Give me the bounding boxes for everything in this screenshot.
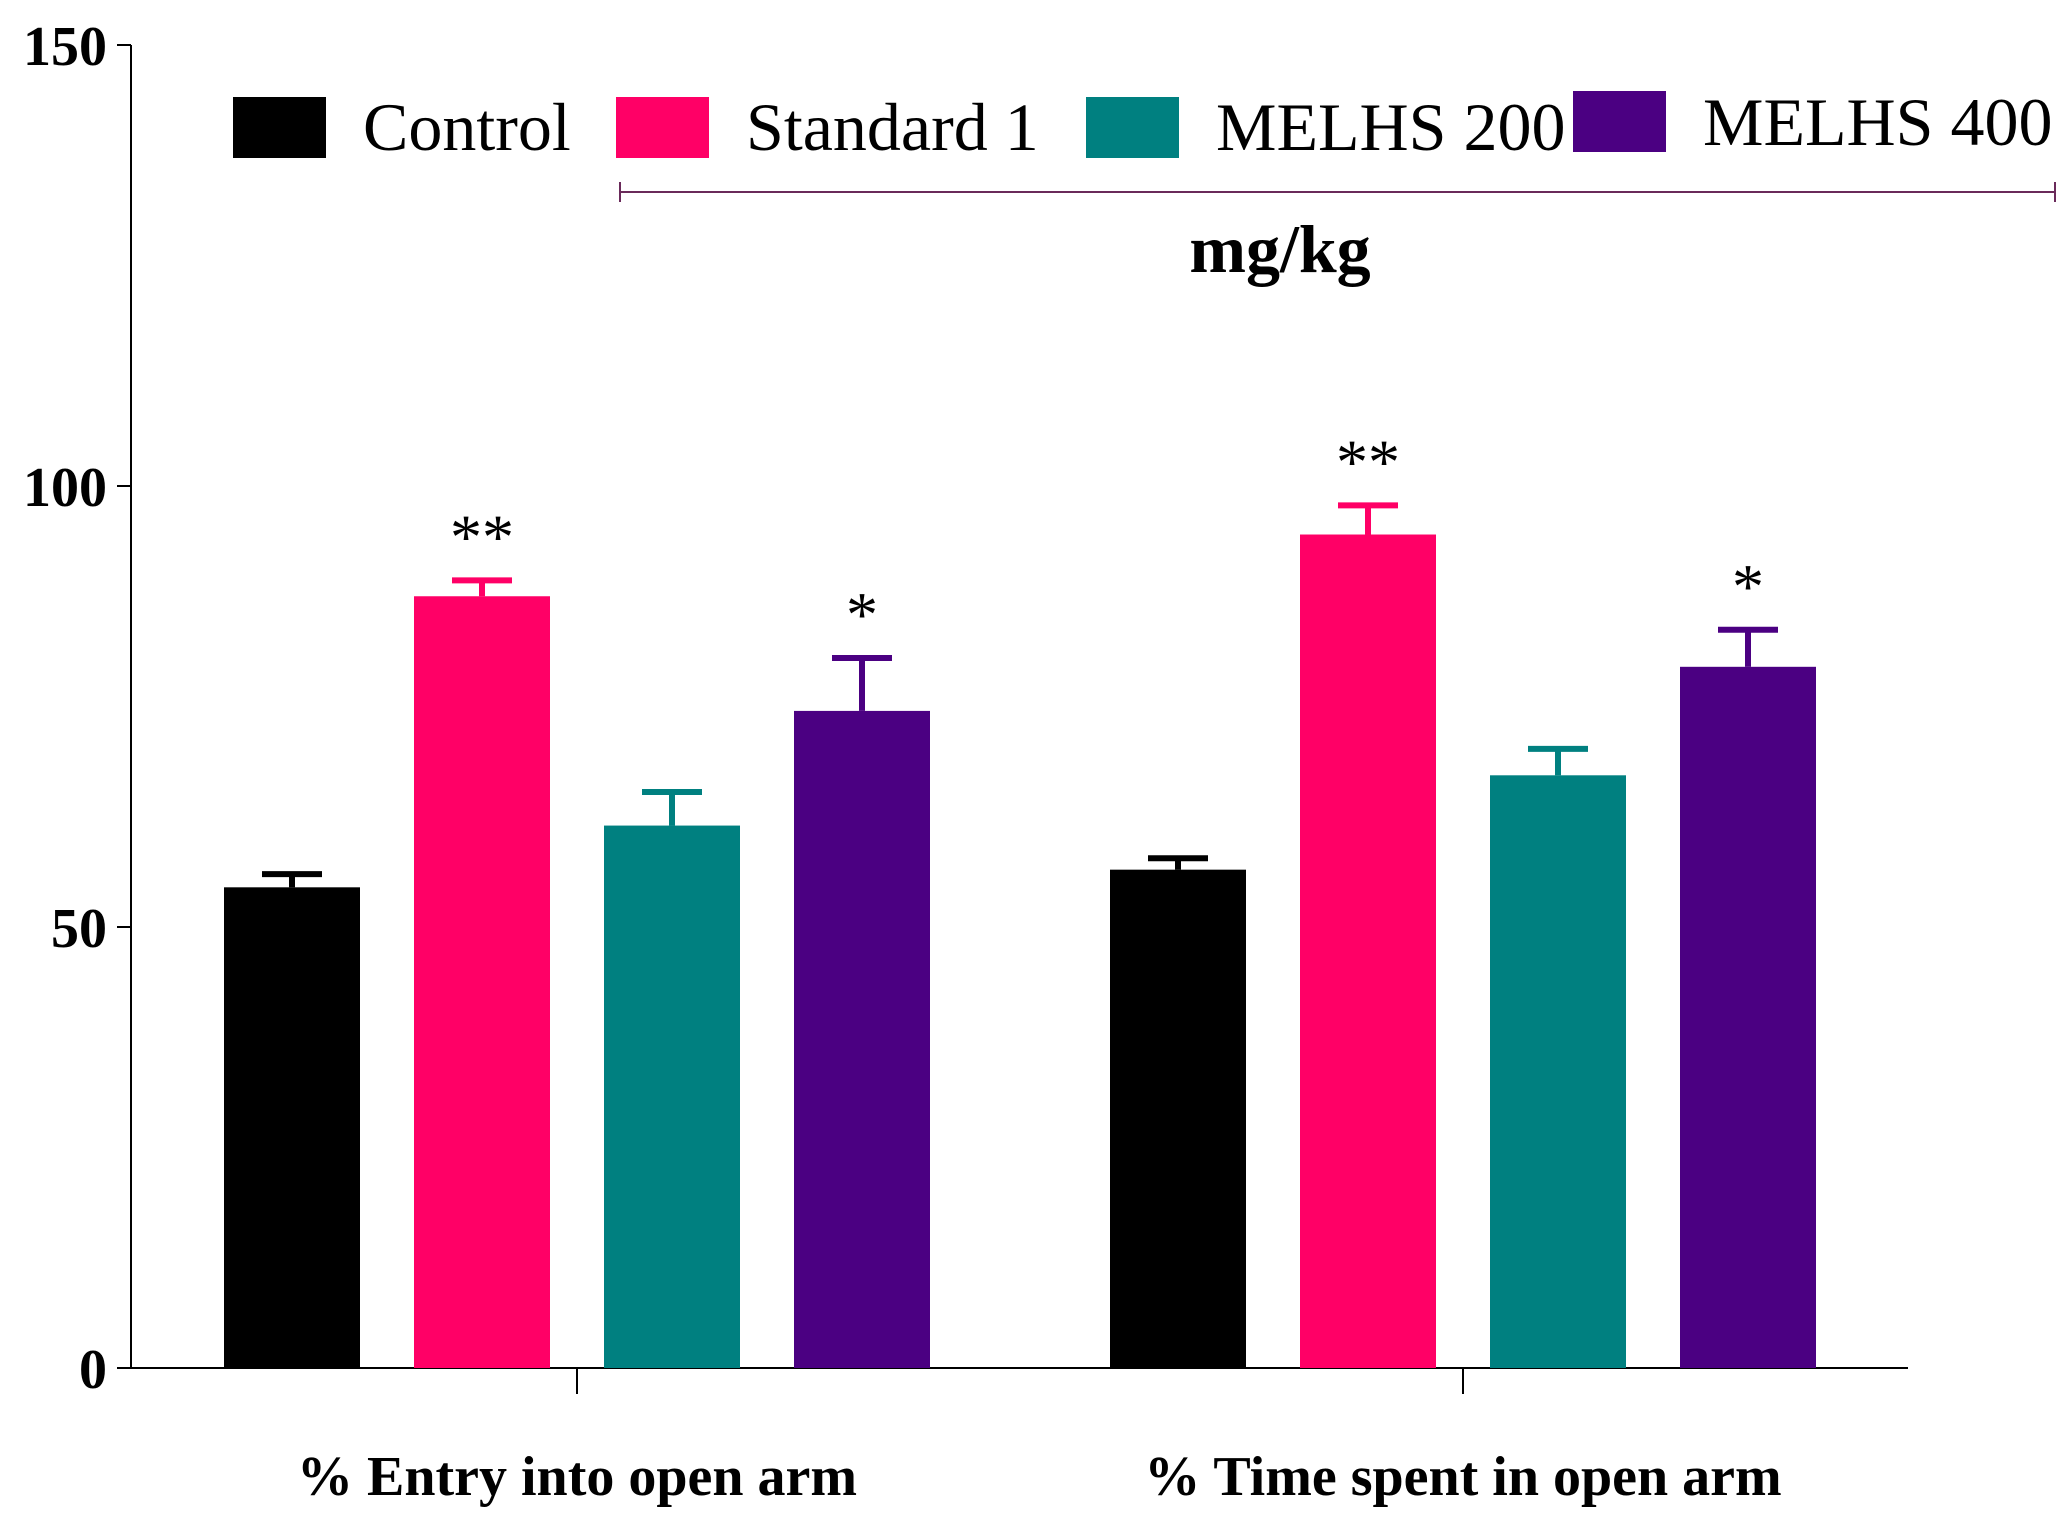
bar	[1490, 775, 1626, 1368]
bar	[414, 596, 550, 1368]
significance-label: *	[1732, 551, 1764, 622]
y-tick-label: 0	[79, 1339, 107, 1401]
legend-label: MELHS 400	[1703, 84, 2052, 160]
y-tick-label: 150	[23, 16, 107, 78]
legend-swatch	[233, 97, 326, 158]
y-tick-label: 100	[23, 457, 107, 519]
bar	[1300, 534, 1436, 1368]
significance-label: *	[846, 579, 878, 650]
significance-label: **	[1336, 426, 1400, 497]
significance-label: **	[450, 501, 514, 572]
x-category-label: % Entry into open arm	[297, 1446, 857, 1508]
x-category-label: % Time spent in open arm	[1144, 1446, 1781, 1508]
bar	[604, 825, 740, 1368]
bar	[1110, 869, 1246, 1368]
legend-swatch	[1573, 91, 1666, 152]
bar	[794, 710, 930, 1368]
legend: Control Standard 1 MELHS 200 MELHS 400 mg/kg	[233, 84, 2056, 287]
bar	[1680, 666, 1816, 1368]
bar	[224, 887, 360, 1368]
axes: 0 50 100 150 % Entry into open arm % Time spe…	[23, 16, 1908, 1508]
legend-swatch	[1086, 97, 1179, 158]
legend-label: MELHS 200	[1216, 89, 1565, 165]
bars: ******	[224, 426, 1816, 1368]
legend-bracket-label: mg/kg	[1189, 211, 1370, 287]
legend-label: Standard 1	[746, 89, 1039, 165]
y-tick-label: 50	[51, 898, 107, 960]
legend-swatch	[616, 97, 709, 158]
legend-label: Control	[363, 89, 571, 165]
